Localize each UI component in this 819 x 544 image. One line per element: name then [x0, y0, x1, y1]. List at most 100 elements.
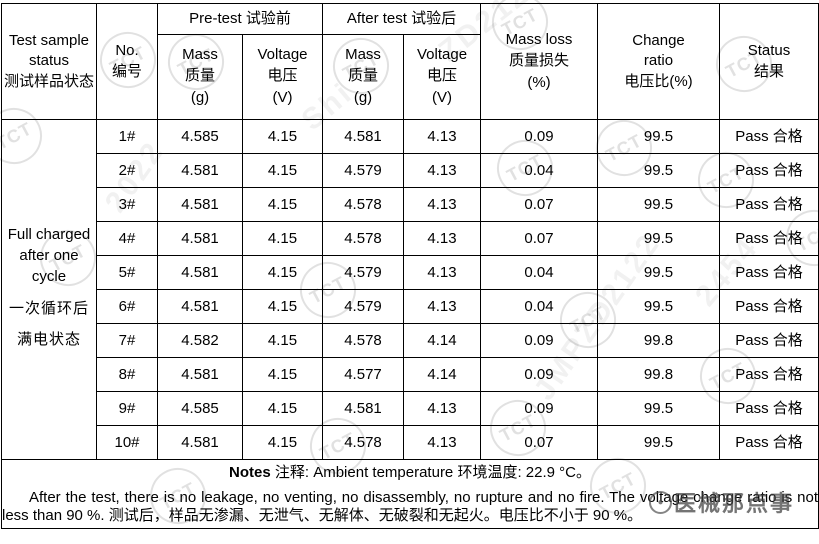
header-mass-loss: Mass loss 质量损失 (%) [481, 4, 598, 120]
cell-no: 8# [97, 358, 158, 392]
cell-pre-voltage: 4.15 [243, 392, 323, 426]
report-page: TCT TCT TCT TCT TCT TCT TCT TCT TCT TCT … [0, 0, 819, 544]
cell-pre-voltage: 4.15 [243, 324, 323, 358]
cell-no: 3# [97, 188, 158, 222]
header-test-sample-status-zh: 测试样品状态 [2, 71, 96, 93]
cell-post-voltage: 4.13 [404, 256, 481, 290]
sample-status-en: Full charged after one cycle [2, 224, 96, 287]
header-post-voltage-unit: (V) [404, 87, 480, 109]
header-no: No. 编号 [97, 4, 158, 120]
cell-pre-mass: 4.581 [158, 256, 243, 290]
header-status-zh: 结果 [720, 61, 818, 83]
cell-mass-loss: 0.09 [481, 392, 598, 426]
cell-change-ratio: 99.5 [598, 290, 720, 324]
header-change-ratio-en2: ratio [598, 51, 719, 71]
cell-pre-voltage: 4.15 [243, 358, 323, 392]
header-status-en: Status [720, 41, 818, 61]
notes-row: Notes 注释: Ambient temperature 环境温度: 22.9… [2, 460, 819, 529]
cell-status: Pass 合格 [720, 358, 819, 392]
cell-status: Pass 合格 [720, 222, 819, 256]
header-pre-voltage-unit: (V) [243, 87, 322, 109]
header-pre-mass-unit: (g) [158, 87, 242, 109]
cell-no: 5# [97, 256, 158, 290]
cell-post-mass: 4.578 [323, 188, 404, 222]
header-pre-mass-zh: 质量 [158, 65, 242, 87]
table-row: 10# 4.581 4.15 4.578 4.13 0.07 99.5 Pass… [2, 426, 819, 460]
cell-post-mass: 4.579 [323, 154, 404, 188]
cell-change-ratio: 99.5 [598, 188, 720, 222]
cell-status: Pass 合格 [720, 256, 819, 290]
cell-post-voltage: 4.13 [404, 392, 481, 426]
cell-pre-mass: 4.581 [158, 426, 243, 460]
header-status: Status 结果 [720, 4, 819, 120]
table-row: 4# 4.581 4.15 4.578 4.13 0.07 99.5 Pass … [2, 222, 819, 256]
header-pre-mass-en: Mass [158, 45, 242, 65]
header-pre-voltage: Voltage 电压 (V) [243, 35, 323, 120]
cell-pre-voltage: 4.15 [243, 154, 323, 188]
table-row: 9# 4.585 4.15 4.581 4.13 0.09 99.5 Pass … [2, 392, 819, 426]
header-test-sample-status-en: Test sample status [2, 31, 96, 71]
cell-post-mass: 4.579 [323, 290, 404, 324]
cell-post-mass: 4.578 [323, 426, 404, 460]
cell-change-ratio: 99.5 [598, 426, 720, 460]
cell-change-ratio: 99.5 [598, 222, 720, 256]
cell-post-voltage: 4.13 [404, 154, 481, 188]
cell-status: Pass 合格 [720, 324, 819, 358]
cell-pre-mass: 4.581 [158, 188, 243, 222]
cell-post-mass: 4.581 [323, 120, 404, 154]
cell-mass-loss: 0.09 [481, 358, 598, 392]
cell-mass-loss: 0.04 [481, 290, 598, 324]
cell-change-ratio: 99.8 [598, 358, 720, 392]
header-post-mass-en: Mass [323, 45, 403, 65]
header-post-voltage: Voltage 电压 (V) [404, 35, 481, 120]
header-post-voltage-zh: 电压 [404, 65, 480, 87]
sample-status-zh: 一次循环后满电状态 [2, 293, 96, 355]
cell-post-mass: 4.577 [323, 358, 404, 392]
cell-post-voltage: 4.13 [404, 222, 481, 256]
header-post-voltage-en: Voltage [404, 45, 480, 65]
header-post-mass-zh: 质量 [323, 65, 403, 87]
cell-mass-loss: 0.04 [481, 256, 598, 290]
cell-status: Pass 合格 [720, 392, 819, 426]
notes-ambient-temperature: 注释: Ambient temperature 环境温度: 22.9 °C。 [275, 464, 591, 481]
table-row: 8# 4.581 4.15 4.577 4.14 0.09 99.8 Pass … [2, 358, 819, 392]
header-mass-loss-unit: (%) [481, 72, 597, 94]
cell-post-mass: 4.578 [323, 222, 404, 256]
header-row-1: Test sample status 测试样品状态 No. 编号 Pre-tes… [2, 4, 819, 35]
table-row: 6# 4.581 4.15 4.579 4.13 0.04 99.5 Pass … [2, 290, 819, 324]
cell-change-ratio: 99.5 [598, 154, 720, 188]
cell-post-voltage: 4.13 [404, 120, 481, 154]
header-pre-test: Pre-test 试验前 [158, 4, 323, 35]
header-pre-mass: Mass 质量 (g) [158, 35, 243, 120]
cell-pre-voltage: 4.15 [243, 188, 323, 222]
cell-post-voltage: 4.13 [404, 426, 481, 460]
cell-no: 1# [97, 120, 158, 154]
cell-status: Pass 合格 [720, 290, 819, 324]
header-pre-voltage-zh: 电压 [243, 65, 322, 87]
cell-pre-voltage: 4.15 [243, 120, 323, 154]
header-change-ratio-en1: Change [598, 31, 719, 51]
cell-mass-loss: 0.09 [481, 120, 598, 154]
cell-pre-voltage: 4.15 [243, 290, 323, 324]
cell-mass-loss: 0.07 [481, 222, 598, 256]
cell-mass-loss: 0.07 [481, 426, 598, 460]
table-row: 2# 4.581 4.15 4.579 4.13 0.04 99.5 Pass … [2, 154, 819, 188]
header-pre-voltage-en: Voltage [243, 45, 322, 65]
cell-status: Pass 合格 [720, 188, 819, 222]
cell-pre-voltage: 4.15 [243, 222, 323, 256]
cell-post-mass: 4.581 [323, 392, 404, 426]
cell-change-ratio: 99.5 [598, 256, 720, 290]
header-test-sample-status: Test sample status 测试样品状态 [2, 4, 97, 120]
header-change-ratio-zh: 电压比(%) [598, 71, 719, 93]
table-row: 5# 4.581 4.15 4.579 4.13 0.04 99.5 Pass … [2, 256, 819, 290]
cell-pre-mass: 4.585 [158, 392, 243, 426]
header-no-en: No. [97, 41, 157, 61]
table-row: 7# 4.582 4.15 4.578 4.14 0.09 99.8 Pass … [2, 324, 819, 358]
cell-no: 9# [97, 392, 158, 426]
header-post-mass: Mass 质量 (g) [323, 35, 404, 120]
test-results-table: Test sample status 测试样品状态 No. 编号 Pre-tes… [1, 3, 819, 529]
cell-pre-mass: 4.581 [158, 358, 243, 392]
header-no-zh: 编号 [97, 61, 157, 83]
cell-status: Pass 合格 [720, 120, 819, 154]
cell-post-mass: 4.579 [323, 256, 404, 290]
